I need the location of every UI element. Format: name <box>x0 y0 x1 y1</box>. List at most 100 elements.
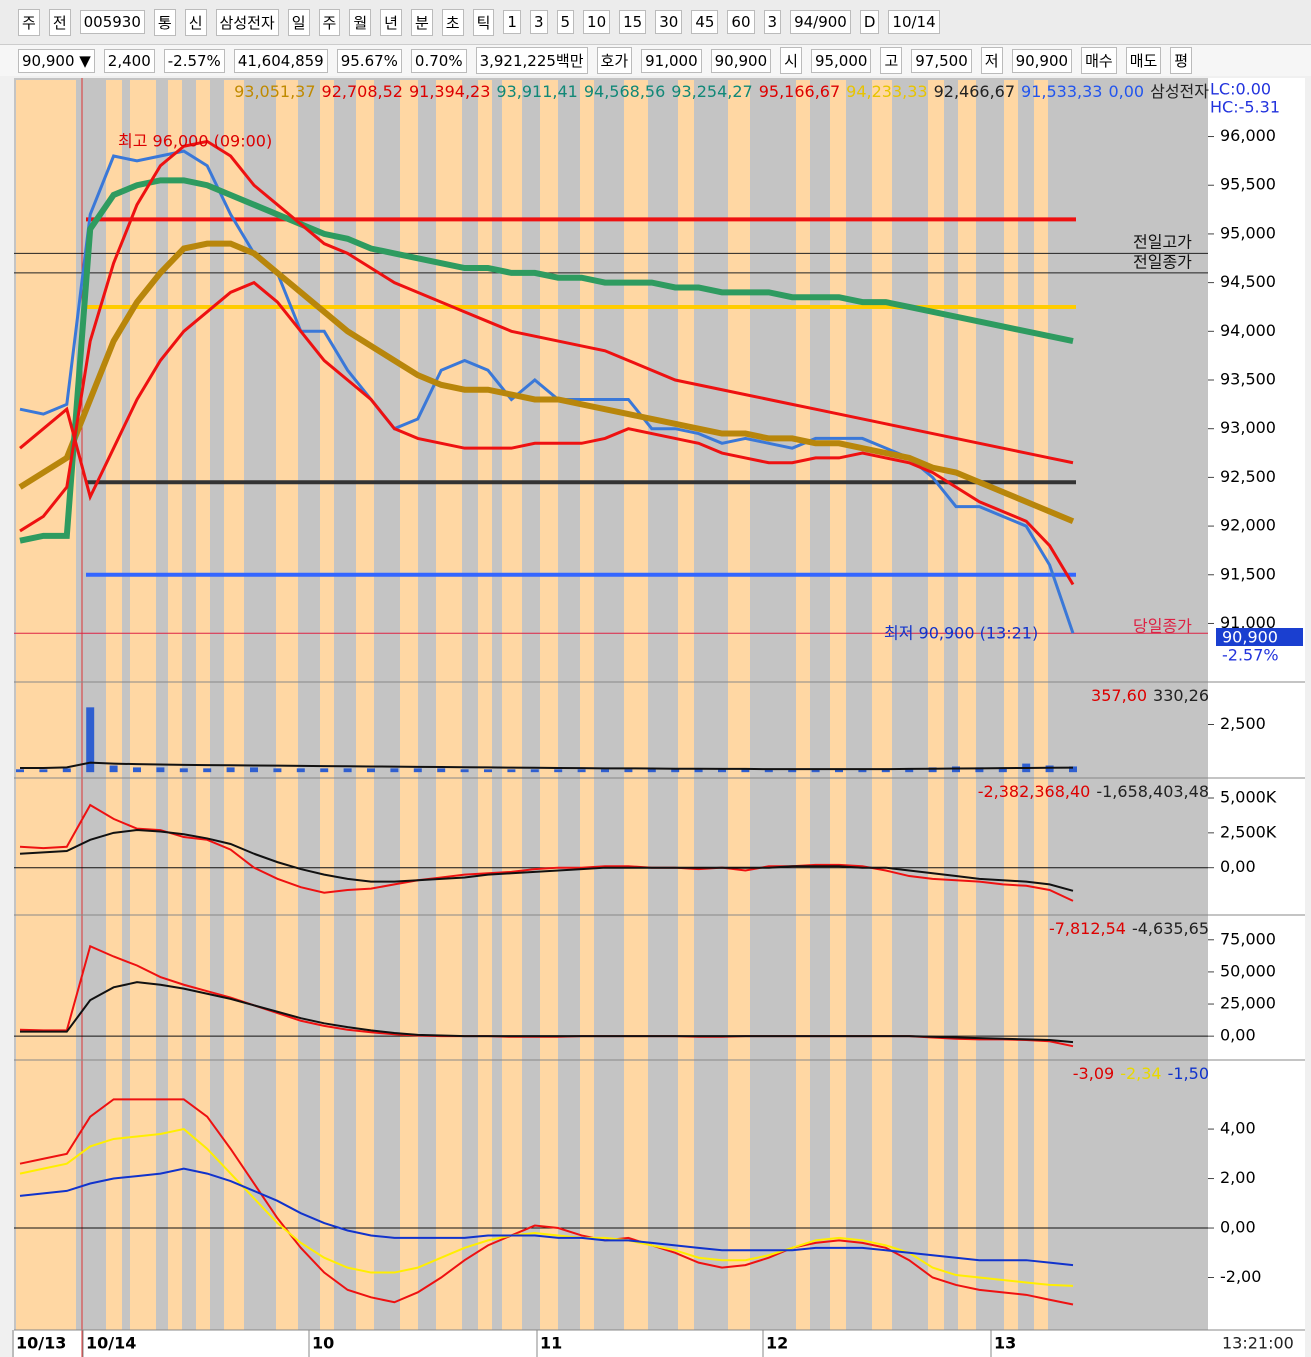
legend: 357,60 330,26 <box>1091 686 1209 705</box>
volume-bar <box>273 768 282 773</box>
volume-bar <box>413 768 422 773</box>
toolbar-button[interactable]: 분 <box>410 8 433 36</box>
info-field[interactable]: 41,604,859 <box>233 48 328 73</box>
toolbar-button[interactable]: 신 <box>184 8 207 36</box>
toolbar-button[interactable]: 10 <box>583 10 611 34</box>
volume-bar <box>86 707 95 773</box>
toolbar-button[interactable]: 30 <box>655 10 683 34</box>
volume-bar <box>764 769 773 773</box>
xaxis-bg <box>14 1330 1208 1357</box>
toolbar-button[interactable]: 45 <box>691 10 719 34</box>
info-field[interactable]: 91,000 <box>641 48 702 73</box>
volume-bar <box>1045 765 1054 773</box>
session-stripe <box>540 80 558 1330</box>
series-line <box>20 981 1074 1044</box>
toolbar-button[interactable]: 통 <box>153 8 176 36</box>
toolbar-button[interactable]: 년 <box>380 8 402 36</box>
series-line <box>20 761 1074 771</box>
toolbar-button[interactable]: 일 <box>287 8 310 36</box>
toolbar-button[interactable]: D <box>859 10 880 34</box>
series-line <box>19 1098 1074 1306</box>
info-field[interactable]: 매도 <box>1125 47 1162 74</box>
session-stripe <box>796 80 810 1330</box>
toolbar-button[interactable]: 005930 <box>79 10 145 34</box>
toolbar-button[interactable]: 삼성전자 <box>215 8 279 36</box>
legend-entry: 92,466,67 <box>934 82 1015 101</box>
info-field[interactable]: 시 <box>780 47 802 74</box>
toolbar-button[interactable]: 5 <box>556 10 575 34</box>
session-stripe <box>130 80 156 1330</box>
toolbar-button[interactable]: 전 <box>48 8 71 36</box>
legend-entry: 91,394,23 <box>409 82 490 101</box>
volume-bar <box>62 768 71 773</box>
info-field[interactable]: 평 <box>1170 47 1193 74</box>
y-tick-label: 91,500 <box>1220 564 1276 583</box>
volume-bar <box>437 768 446 773</box>
info-field[interactable]: 90,900 <box>1011 48 1073 73</box>
legend-entry: 94,568,56 <box>584 82 665 101</box>
toolbar-button[interactable]: 1 <box>503 10 521 34</box>
volume-bar <box>156 767 165 773</box>
toolbar-button[interactable]: 15 <box>619 10 647 34</box>
annotation: -2.57% <box>1222 646 1279 665</box>
toolbar-button[interactable]: 3 <box>529 10 548 34</box>
info-field[interactable]: 0.70% <box>410 48 467 73</box>
session-stripe <box>106 80 122 1330</box>
toolbar-button[interactable]: 월 <box>349 8 372 36</box>
info-field[interactable]: 3,921,225백만 <box>475 47 588 74</box>
x-tick-label: 12 <box>766 1334 788 1353</box>
x-tick-label: 13 <box>994 1334 1016 1353</box>
volume-bar <box>601 769 609 773</box>
volume-bar <box>296 768 305 773</box>
volume-bar <box>928 767 937 773</box>
legend: -2,382,368,40 -1,658,403,48 <box>978 782 1209 801</box>
info-field[interactable]: 매수 <box>1081 47 1117 74</box>
volume-bar <box>905 768 914 773</box>
annotation: 13:21:00 <box>1222 1334 1294 1353</box>
legend: -3,09 -2,34 -1,50 <box>1073 1064 1209 1083</box>
info-field[interactable]: 호가 <box>596 47 633 74</box>
info-field[interactable]: 95.67% <box>336 48 402 73</box>
info-field[interactable]: 저 <box>980 47 1003 74</box>
session-stripe <box>168 80 182 1330</box>
toolbar-button[interactable]: 주 <box>18 8 40 36</box>
price-tag-bg <box>1216 628 1303 646</box>
annotation: 최저 90,900 (13:21) <box>884 624 1038 643</box>
y-tick-label: 92,500 <box>1220 467 1276 486</box>
legend-entry: 삼성전자 <box>1150 82 1209 101</box>
toolbar-button[interactable]: 틱 <box>472 8 495 36</box>
session-stripe <box>678 80 694 1330</box>
info-field[interactable]: 90,900 <box>710 48 772 73</box>
info-field[interactable]: -2.57% <box>163 48 225 73</box>
y-tick-label: 0,00 <box>1220 1218 1256 1237</box>
toolbar-button[interactable]: 94/900 <box>790 10 851 34</box>
legend-entry: 330,26 <box>1153 686 1209 705</box>
info-field[interactable]: 고 <box>880 47 903 74</box>
y-tick-label: 0,00 <box>1220 1026 1256 1045</box>
volume-bar <box>484 769 492 773</box>
toolbar-button[interactable]: 10/14 <box>888 10 940 34</box>
annotation: 전일고가 <box>1133 233 1192 252</box>
annotation: HC:-5.31 <box>1210 98 1280 117</box>
volume-bar <box>624 769 633 773</box>
legend-entry: 93,911,41 <box>496 82 577 101</box>
session-stripe <box>1034 80 1048 1330</box>
info-field[interactable]: 95,000 <box>810 48 872 73</box>
info-field[interactable]: 97,500 <box>911 48 972 73</box>
price-tag: 90,900 <box>1222 628 1278 647</box>
y-tick-label: 50,000 <box>1220 961 1276 980</box>
toolbar-button[interactable]: 60 <box>727 10 755 34</box>
series-line <box>19 280 1075 586</box>
toolbar-button[interactable]: 주 <box>318 8 341 36</box>
legend-entry: 93,254,27 <box>671 82 752 101</box>
y-tick-label: 94,000 <box>1220 321 1276 340</box>
info-field[interactable]: 90,900 ▼ <box>18 48 95 73</box>
info-bar: 90,900 ▼ 2,400 -2.57% 41,604,859 95.67% 0.70%… <box>0 44 1311 76</box>
toolbar-button[interactable]: 초 <box>441 8 464 36</box>
legend-entry: -1,50 <box>1168 1064 1209 1083</box>
toolbar-button[interactable]: 3 <box>763 10 782 34</box>
info-field[interactable]: 2,400 <box>103 48 155 73</box>
session-stripe <box>400 80 418 1330</box>
